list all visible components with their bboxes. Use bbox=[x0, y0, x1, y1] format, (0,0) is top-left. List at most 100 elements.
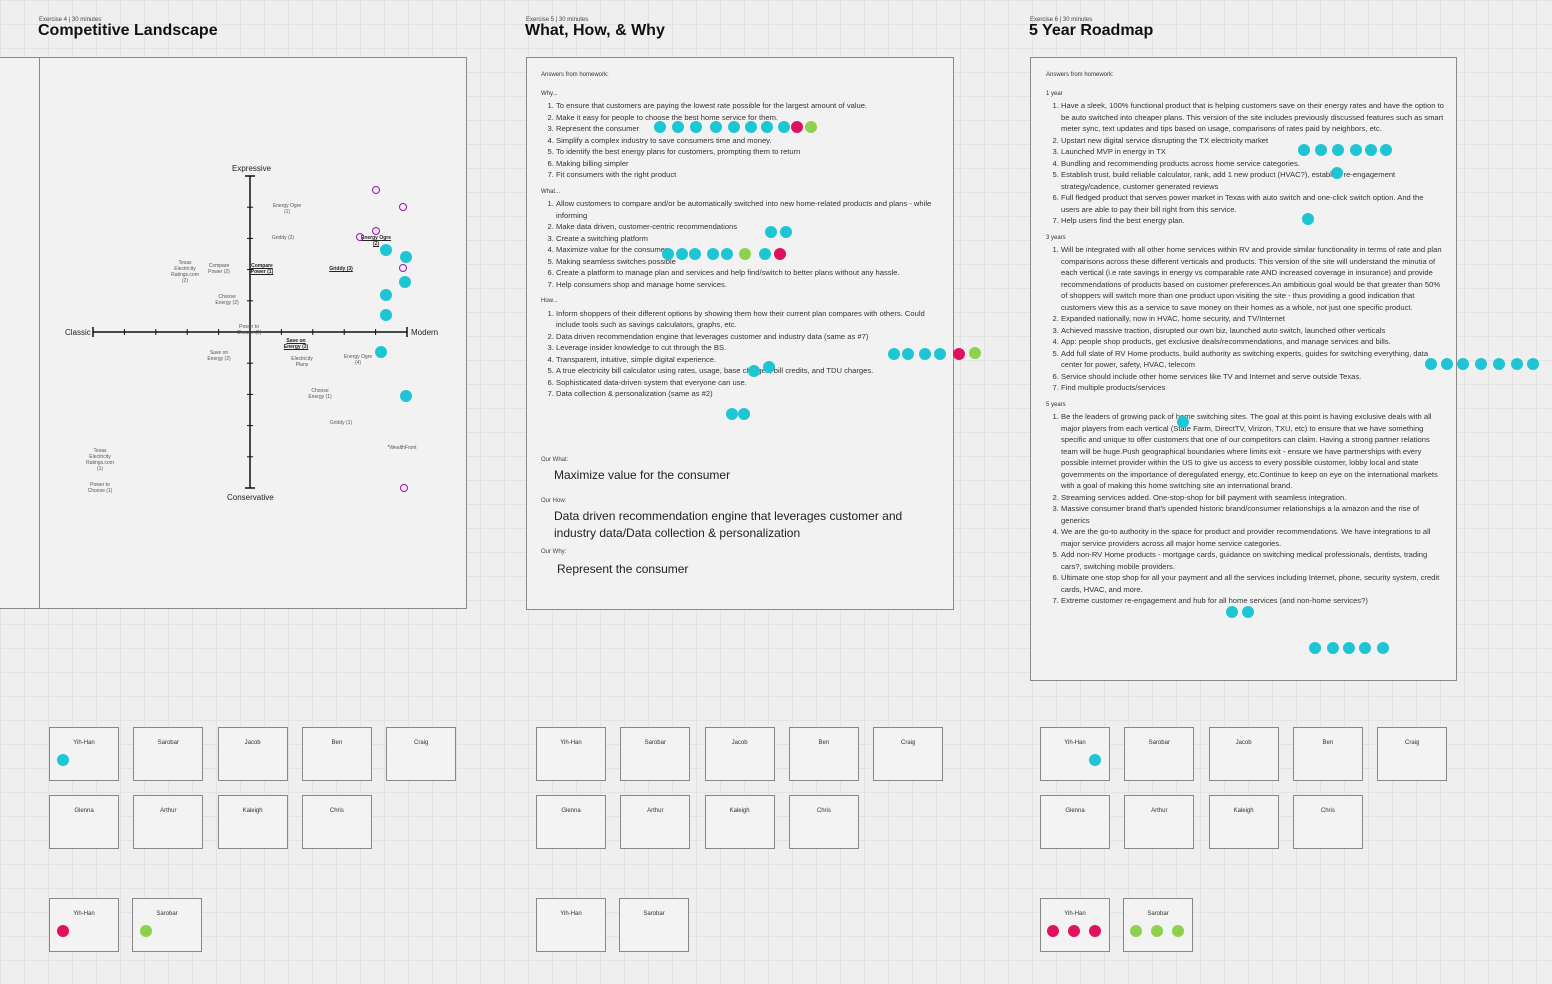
answers: Answers from homework: 1 year Have a sleek… bbox=[1046, 70, 1444, 607]
participant-board: Ben bbox=[301, 727, 372, 781]
answer-list: To ensure that customers are paying the … bbox=[541, 100, 936, 181]
group-heading: 5 years bbox=[1046, 401, 1066, 408]
vote-dot bbox=[1298, 144, 1310, 156]
vote-dot bbox=[1226, 606, 1238, 618]
vote-dot bbox=[1380, 144, 1392, 156]
vote-dot bbox=[1089, 925, 1101, 937]
answer-item: App: people shop products, get exclusive… bbox=[1061, 336, 1444, 348]
answer-item: Massive consumer brand that's upended hi… bbox=[1061, 503, 1444, 526]
answer-item: Simplify a complex industry to save cons… bbox=[556, 135, 936, 147]
answer-item: Allow customers to compare and/or be aut… bbox=[556, 198, 936, 221]
vote-dot bbox=[1172, 925, 1184, 937]
answer-item: Ultimate one stop shop for all your paym… bbox=[1061, 572, 1444, 595]
intro: Answers from homework: bbox=[541, 72, 609, 78]
participant-board: Jacob bbox=[1208, 727, 1279, 781]
vote-dot bbox=[791, 121, 803, 133]
participant-board: Kaleigh bbox=[1208, 795, 1279, 849]
vote-dot bbox=[399, 276, 411, 288]
vote-dot bbox=[1332, 144, 1344, 156]
vote-dot bbox=[969, 347, 981, 359]
vote-dot bbox=[1151, 925, 1163, 937]
group-heading: What... bbox=[541, 188, 561, 195]
answer-item: Make data driven, customer-centric recom… bbox=[556, 221, 936, 233]
vote-dot bbox=[707, 248, 719, 260]
vote-dot bbox=[1242, 606, 1254, 618]
vote-dot bbox=[1441, 358, 1453, 370]
vote-dot bbox=[728, 121, 740, 133]
axis-label: Conservative bbox=[227, 493, 274, 502]
vote-dot bbox=[953, 348, 965, 360]
section-title: What, How, & Why bbox=[525, 22, 665, 39]
vote-dot bbox=[1493, 358, 1505, 370]
answer-item: Fit consumers with the right product bbox=[556, 169, 936, 181]
company-label: Power to Choose (1) bbox=[87, 482, 113, 494]
answer-list: Inform shoppers of their different optio… bbox=[541, 308, 936, 400]
vote-dot bbox=[934, 348, 946, 360]
vote-dot bbox=[1177, 416, 1189, 428]
answer-item: Bundling and recommending products acros… bbox=[1061, 158, 1444, 170]
answer-item: Have a sleek, 100% functional product th… bbox=[1061, 100, 1444, 135]
vote-dot bbox=[745, 121, 757, 133]
vote-dot bbox=[739, 248, 751, 260]
participant-board: Arthur bbox=[620, 795, 691, 849]
vote-dot bbox=[919, 348, 931, 360]
vote-dot bbox=[805, 121, 817, 133]
vote-dot bbox=[1377, 642, 1389, 654]
axes bbox=[92, 175, 408, 489]
summary-label: Our How: bbox=[541, 498, 567, 504]
vote-dot bbox=[1425, 358, 1437, 370]
exercise-meta: Exercise 5 | 30 minutes bbox=[526, 17, 589, 23]
vote-dot bbox=[375, 346, 387, 358]
participant-board: Yih-Han bbox=[536, 727, 606, 781]
participant-board: Arthur bbox=[133, 795, 204, 849]
vote-dot bbox=[902, 348, 914, 360]
company-label: Energy Ogre (1) bbox=[272, 203, 302, 215]
participant-board: Jacob bbox=[217, 727, 288, 781]
vote-dot bbox=[1047, 925, 1059, 937]
company-label: Griddy (3) bbox=[329, 266, 353, 272]
vote-dot bbox=[1089, 754, 1101, 766]
exercise-meta: Exercise 6 | 30 minutes bbox=[1030, 17, 1093, 23]
answer-item: We are the go-to authority in the space … bbox=[1061, 526, 1444, 549]
participant-board: Craig bbox=[1377, 727, 1448, 781]
vote-dot bbox=[140, 925, 152, 937]
participant-board: Craig bbox=[386, 727, 457, 781]
vote-dot bbox=[726, 408, 738, 420]
answer-item: Transparent, intuitive, simple digital e… bbox=[556, 354, 936, 366]
vote-dot bbox=[765, 226, 777, 238]
answer-item: Inform shoppers of their different optio… bbox=[556, 308, 936, 331]
vote-dot bbox=[1302, 213, 1314, 225]
answer-item: Streaming services added. One-stop-shop … bbox=[1061, 492, 1444, 504]
exercise-meta: Exercise 4 | 30 minutes bbox=[39, 17, 102, 23]
vote-dot bbox=[1359, 642, 1371, 654]
participant-board: Kaleigh bbox=[217, 795, 288, 849]
participant-board: Jacob bbox=[704, 727, 775, 781]
answer-item: Data driven recommendation engine that l… bbox=[556, 331, 936, 343]
vote-dot bbox=[676, 248, 688, 260]
answer-item: Expanded nationally, now in HVAC, home s… bbox=[1061, 313, 1444, 325]
section-title: 5 Year Roadmap bbox=[1029, 22, 1154, 39]
answer-item: Service should include other home servic… bbox=[1061, 371, 1444, 383]
answer-item: Help consumers shop and manage home serv… bbox=[556, 279, 936, 291]
vote-dot bbox=[710, 121, 722, 133]
vote-dot bbox=[1315, 144, 1327, 156]
answer-item: Maximize value for the consumer bbox=[556, 244, 936, 256]
company-label: Save on Energy (2) bbox=[207, 350, 231, 362]
answer-item: Add non-RV Home products - mortgage card… bbox=[1061, 549, 1444, 572]
vote-dot bbox=[400, 251, 412, 263]
vote-dot bbox=[1511, 358, 1523, 370]
roadmap-frame bbox=[1030, 57, 1457, 681]
vote-dot bbox=[57, 925, 69, 937]
company-label: Texas Electricity Ratings.com (2) bbox=[171, 260, 199, 284]
vote-dot bbox=[888, 348, 900, 360]
vote-dot bbox=[778, 121, 790, 133]
participant-board: Chris bbox=[788, 795, 859, 849]
summary-label: Our Why: bbox=[541, 549, 567, 555]
company-label: Electricity Plans bbox=[291, 356, 313, 368]
participant-board: Yih-Han bbox=[536, 898, 606, 952]
vote-dot bbox=[1350, 144, 1362, 156]
axis-label: Expressive bbox=[232, 164, 272, 173]
vote-dot bbox=[780, 226, 792, 238]
company-label: Save on Energy (3) bbox=[283, 338, 309, 350]
